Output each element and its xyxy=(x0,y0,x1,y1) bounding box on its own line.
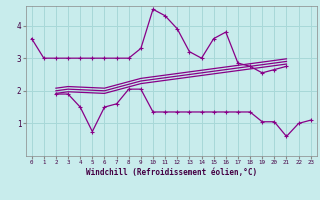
X-axis label: Windchill (Refroidissement éolien,°C): Windchill (Refroidissement éolien,°C) xyxy=(86,168,257,177)
